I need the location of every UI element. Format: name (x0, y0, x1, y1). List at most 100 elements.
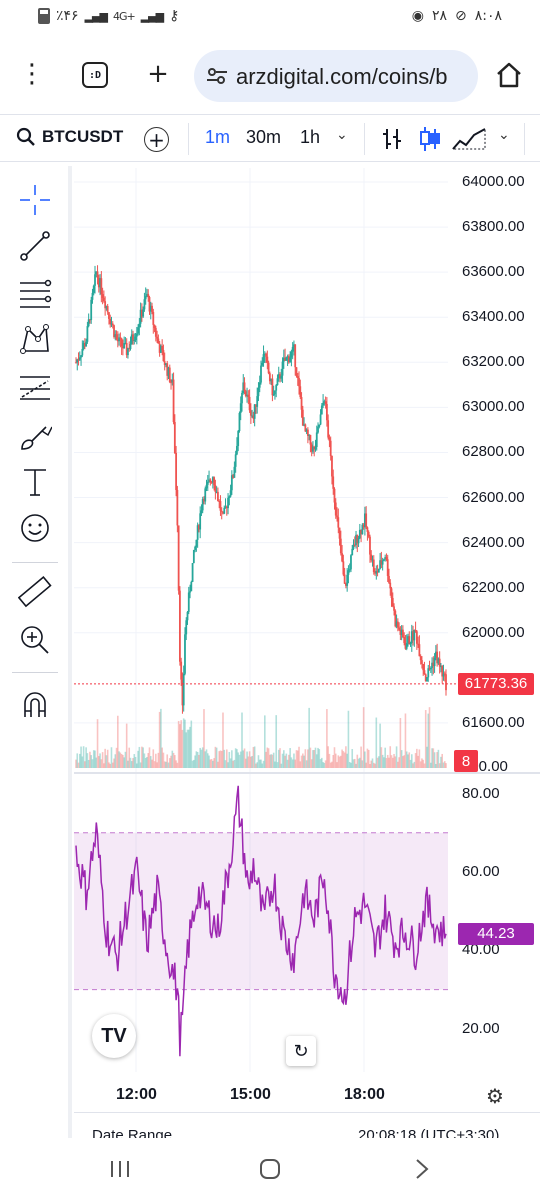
candle-body (308, 434, 311, 436)
candle-body (230, 475, 233, 491)
volume-bar (343, 752, 346, 768)
candle-body (295, 367, 298, 377)
text-tool-icon[interactable] (15, 462, 55, 502)
candle-body (431, 662, 433, 668)
chart-area[interactable]: 64000.00 63800.00 63600.00 63400.00 63200.00… (74, 168, 540, 1138)
candle-body (185, 620, 188, 635)
candle-body (409, 643, 412, 645)
tabs-button[interactable]: :D (82, 62, 108, 88)
site-settings-icon[interactable] (206, 66, 228, 86)
prediction-tool-icon[interactable] (15, 368, 55, 408)
volume-bar (318, 749, 321, 768)
volume-bar (94, 750, 96, 768)
volume-bar (355, 763, 357, 768)
candle-body (389, 582, 392, 589)
volume-bar (80, 746, 82, 768)
volume-bar (366, 748, 369, 768)
candle-body (305, 429, 308, 432)
candle-body (421, 660, 423, 664)
volume-bar (295, 750, 298, 768)
volume-bar (195, 751, 198, 768)
volume-bar (134, 756, 137, 768)
home-nav-icon[interactable] (250, 1154, 290, 1184)
candle-body (198, 525, 200, 530)
candle-body (113, 325, 115, 337)
bars-chart-type-icon[interactable] (380, 127, 404, 151)
volume-bar (95, 757, 98, 768)
compare-add-icon[interactable]: + (144, 127, 169, 152)
price-axis-label: 63000.00 (462, 398, 525, 416)
volume-bar (313, 750, 316, 768)
candle-body (111, 323, 114, 326)
trend-line-tool-icon[interactable] (15, 226, 55, 266)
reset-chart-icon[interactable]: ↻ (286, 1036, 316, 1066)
candle-body (253, 404, 256, 419)
candle-body (391, 597, 394, 607)
home-icon[interactable] (494, 60, 524, 90)
candle-body (256, 396, 259, 407)
footer-clock: 20:08:18 (UTC+3:30) (358, 1127, 500, 1138)
volume-bar (408, 752, 411, 768)
candle-body (96, 271, 99, 278)
area-chart-type-icon[interactable] (452, 127, 486, 151)
candle-body (414, 629, 417, 632)
url-bar[interactable]: arzdigital.com/coins/b (194, 50, 478, 102)
candle-body (317, 426, 319, 433)
candle-body (124, 342, 127, 344)
volume-bar (200, 749, 203, 768)
volume-bar (172, 752, 175, 768)
candle-body (223, 507, 226, 514)
timeframe-1m[interactable]: 1m (205, 127, 231, 147)
fib-retracement-tool-icon[interactable] (15, 274, 55, 314)
candle-body (410, 631, 413, 644)
date-range-button[interactable]: Date Range (92, 1127, 173, 1138)
zoom-in-icon[interactable] (15, 620, 55, 660)
volume-bar (409, 759, 412, 768)
recent-apps-icon[interactable] (100, 1154, 140, 1184)
candle-body (366, 527, 369, 532)
volume-bar (302, 753, 304, 768)
magnet-icon[interactable] (15, 686, 55, 726)
timeframe-1h[interactable]: 1h (300, 127, 321, 147)
timeframe-chevron-down-icon[interactable]: ⌄ (336, 127, 348, 143)
chart-canvas[interactable] (74, 168, 540, 1112)
symbol-label: BTCUSDT (42, 127, 124, 146)
candle-body (325, 403, 328, 421)
crosshair-tool-icon[interactable] (15, 180, 55, 220)
candle-body (114, 334, 117, 337)
volume-bar (365, 762, 367, 768)
candles-chart-type-icon[interactable] (418, 125, 442, 153)
measure-ruler-icon[interactable] (15, 572, 55, 612)
candle-body (165, 363, 167, 366)
network-4g-icon: 4G+ (112, 9, 136, 23)
candle-body (139, 309, 142, 324)
brush-tool-icon[interactable] (15, 416, 55, 456)
chart-settings-gear-icon[interactable]: ⚙ (486, 1084, 504, 1108)
volume-bar (129, 757, 132, 768)
candle-body (162, 350, 165, 362)
candle-body (83, 343, 86, 347)
symbol-search[interactable]: BTCUSDT (16, 127, 123, 147)
volume-bar (436, 752, 438, 768)
volume-bar (350, 762, 352, 768)
candle-body (227, 497, 229, 509)
menu-dots-icon[interactable]: ⋮ (19, 59, 45, 89)
tradingview-logo[interactable]: TV (92, 1014, 136, 1058)
volume-bar (272, 752, 275, 768)
pattern-tool-icon[interactable] (15, 320, 55, 360)
chart-type-chevron-down-icon[interactable]: ⌄ (498, 127, 510, 143)
candle-body (190, 581, 193, 592)
emoji-tool-icon[interactable] (15, 508, 55, 548)
timeframe-30m[interactable]: 30m (246, 127, 282, 147)
candle-body (427, 668, 430, 678)
volume-bar (291, 759, 294, 768)
volume-bar (231, 750, 233, 768)
candle-body (128, 348, 131, 350)
back-nav-icon[interactable] (402, 1154, 442, 1184)
pane-divider[interactable] (74, 772, 540, 774)
volume-bar (149, 756, 152, 768)
new-tab-plus-icon[interactable]: + (147, 59, 169, 89)
volume-bar (299, 761, 302, 768)
candle-body (352, 544, 355, 549)
volume-bar (274, 761, 276, 768)
